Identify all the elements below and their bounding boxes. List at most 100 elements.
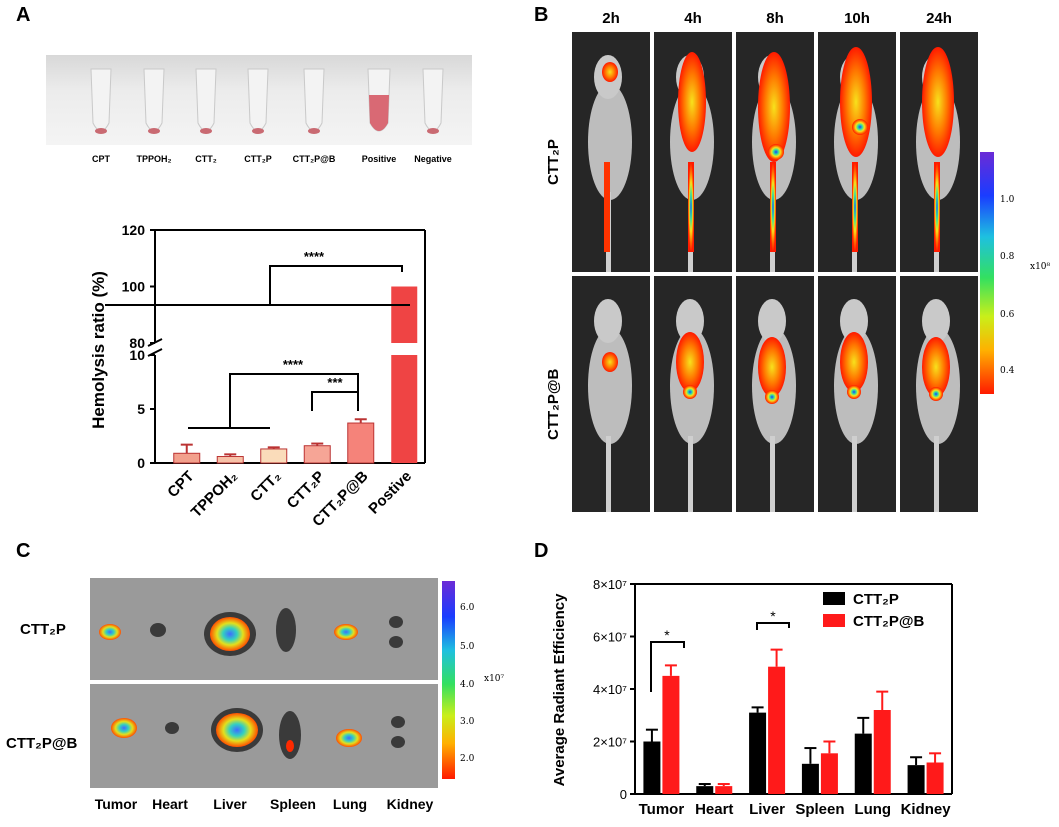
bar	[768, 666, 786, 794]
panel-letter-a: A	[16, 4, 31, 26]
bar-upper	[391, 286, 418, 343]
bar	[173, 452, 201, 464]
tube	[90, 68, 444, 132]
scale-tick: 1.0	[1000, 195, 1015, 205]
fluorescence-signal	[602, 47, 954, 252]
bar	[926, 762, 944, 794]
y-tick-label: 0	[137, 455, 145, 471]
invivo-color-scale	[980, 152, 994, 394]
x-tick-label: Liver	[749, 801, 785, 818]
legend-label: CTT₂P	[853, 591, 899, 608]
scale-tick: 4.0	[460, 680, 475, 690]
bar	[873, 710, 891, 794]
bar	[216, 456, 244, 464]
exvivo-image	[90, 578, 438, 788]
bar	[303, 445, 331, 464]
panel-letter-d: D	[534, 540, 549, 562]
bar	[854, 733, 872, 794]
exvivo-row-label: CTT₂P@B	[6, 735, 78, 752]
tube-label: Negative	[414, 154, 452, 164]
organ-label-row: Tumor Heart Liver Spleen Lung Kidney	[90, 796, 450, 816]
timepoint-label: 10h	[844, 10, 870, 27]
scale-tick: 0.6	[1000, 310, 1015, 320]
significance-label: ****	[304, 249, 325, 264]
organ-label: Tumor	[94, 796, 138, 812]
scale-tick: 2.0	[460, 754, 475, 764]
tube-label: TPPOH₂	[136, 154, 172, 164]
organ-label: Liver	[213, 796, 247, 812]
legend-label: CTT₂P@B	[853, 613, 924, 630]
x-tick-label: Heart	[695, 801, 733, 818]
x-tick-label: Spleen	[795, 801, 844, 818]
bar	[820, 753, 838, 794]
radiant-axes	[634, 583, 953, 795]
tube-photo	[46, 55, 472, 145]
organ-label: Spleen	[270, 796, 316, 812]
timepoint-label: 2h	[602, 10, 620, 27]
tube-label: CTT₂P@B	[292, 154, 336, 164]
tube-label: Positive	[361, 154, 397, 164]
fluorescence-signal	[602, 332, 950, 404]
timepoint-label: 4h	[684, 10, 702, 27]
exvivo-tile	[90, 578, 438, 680]
exvivo-tile	[90, 684, 438, 788]
scale-unit: x10⁸	[1030, 262, 1051, 272]
invivo-row-label: CTT₂P	[545, 139, 562, 185]
timepoint-label: 24h	[926, 10, 952, 27]
significance-label: ****	[283, 357, 304, 372]
y-tick-label: 80	[129, 335, 145, 351]
significance-brackets	[105, 265, 410, 429]
panel-letter-b: B	[534, 4, 549, 26]
y-axis-label: Hemolysis ratio (%)	[89, 271, 108, 429]
tube-label: CPT	[92, 154, 110, 164]
timepoint-label: 8h	[766, 10, 784, 27]
scale-tick: 5.0	[460, 642, 475, 652]
scale-tick: 3.0	[460, 717, 475, 727]
significance-label: *	[664, 627, 670, 643]
y-axis-label: Average Radiant Efficiency	[551, 593, 568, 787]
bar	[260, 448, 288, 464]
significance-label: ***	[327, 375, 343, 390]
bar	[347, 422, 375, 464]
bar	[907, 765, 925, 794]
legend-swatch	[823, 592, 845, 605]
x-tick-label: TPPOH₂	[188, 468, 241, 521]
exvivo-row-label: CTT₂P	[20, 621, 66, 638]
tube-label: CTT₂P	[244, 154, 272, 164]
x-tick-label: CTT₂	[247, 468, 284, 505]
y-tick-label: 0	[620, 787, 627, 802]
scale-tick: 6.0	[460, 603, 475, 613]
panel-letter-c: C	[16, 540, 31, 562]
timepoint-row: 2h 4h 8h 10h 24h	[572, 10, 982, 30]
organ-signal	[99, 608, 405, 759]
x-tick-label: Kidney	[901, 801, 952, 818]
bar	[662, 675, 680, 794]
scale-unit: x10⁷	[484, 674, 505, 684]
scale-tick: 0.8	[1000, 252, 1015, 262]
y-tick-label: 8×10⁷	[593, 577, 627, 592]
tube-label-row: CPT TPPOH₂ CTT₂ CTT₂P CTT₂P@B Positive N…	[46, 154, 472, 170]
radiant-efficiency-chart: 0 2×10⁷ 4×10⁷ 6×10⁷ 8×10⁷ Tumor Heart Liver Spl…	[551, 577, 953, 818]
tube-drawing	[90, 68, 444, 134]
tube-label: CTT₂	[195, 154, 217, 164]
invivo-image-grid	[572, 32, 978, 512]
significance-label: *	[770, 608, 776, 624]
bar	[801, 763, 819, 794]
x-tick-label: CPT	[164, 468, 197, 501]
invivo-row-label: CTT₂P@B	[545, 368, 562, 440]
y-tick-label: 100	[122, 279, 146, 295]
bar	[643, 741, 661, 794]
x-tick-label: Lung	[854, 801, 891, 818]
y-tick-label: 10	[129, 347, 145, 363]
y-tick-label: 4×10⁷	[593, 682, 627, 697]
x-tick-label: Tumor	[639, 801, 685, 818]
scale-tick: 0.4	[1000, 366, 1015, 376]
organ-label: Lung	[332, 796, 368, 812]
bar	[715, 786, 733, 794]
y-tick-label: 2×10⁷	[593, 735, 627, 750]
bar-lower	[391, 355, 418, 463]
legend-swatch	[823, 614, 845, 627]
organ-label: Heart	[152, 796, 188, 812]
organ-label: Kidney	[386, 796, 434, 812]
